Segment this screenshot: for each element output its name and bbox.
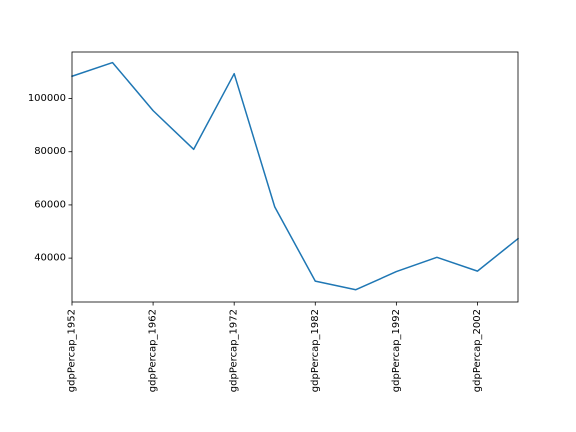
y-tick-label: 40000 [34,253,66,264]
y-tick-label: 80000 [34,146,66,157]
x-tick-label: gdpPercap_1972 [229,309,240,392]
x-tick-label: gdpPercap_1952 [67,309,78,392]
x-axis-ticks: gdpPercap_1952 gdpPercap_1962 gdpPercap_19… [67,302,483,392]
axes-frame [71,51,519,303]
x-tick-label: gdpPercap_1992 [391,309,402,392]
x-tick-label: gdpPercap_1982 [310,309,321,392]
y-axis-ticks: 40000 60000 80000 100000 [28,93,72,264]
y-tick-label: 60000 [34,199,66,210]
series-group [71,61,520,291]
y-tick-label: 100000 [28,93,66,104]
series-line [71,61,520,291]
x-tick-label: gdpPercap_1962 [148,309,159,392]
x-tick-label: gdpPercap_2002 [472,309,483,392]
